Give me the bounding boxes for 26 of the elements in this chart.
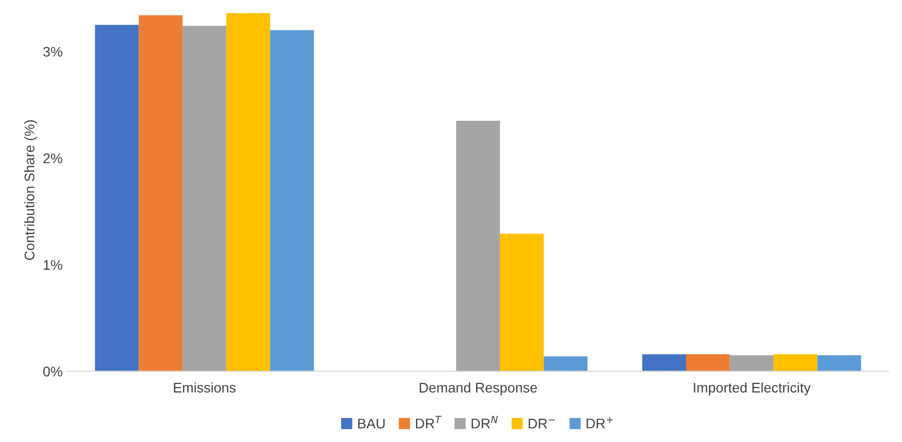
bar [774,354,818,372]
bar [95,24,139,372]
bar [642,354,686,372]
x-tick-label: Demand Response [420,382,537,396]
legend-label: BAU [358,418,385,429]
bar [730,355,774,372]
y-tick-label: 0% [43,366,62,376]
bar [182,26,226,372]
legend-label: DR$^{T}$ [416,416,442,428]
bar [544,356,588,372]
bar [686,354,730,372]
y-tick-label: 1% [44,260,62,270]
x-tick-label: Imported Electricity [694,382,811,396]
y-tick-label: 2% [43,153,62,164]
y-axis-title: Contribution Share (%) [24,120,38,260]
legend-label: DR$^{+}$ [586,416,613,428]
bar [270,30,314,372]
legend-label: DR$^{N}$ [472,416,498,428]
legend-label: DR$^{−}$ [528,418,555,428]
y-tick-label: 3% [43,46,62,57]
bar [456,120,500,372]
bar [500,234,544,372]
bar [138,15,183,372]
bar [817,355,862,372]
x-tick-label: Emissions [174,382,236,393]
bar [226,13,270,372]
